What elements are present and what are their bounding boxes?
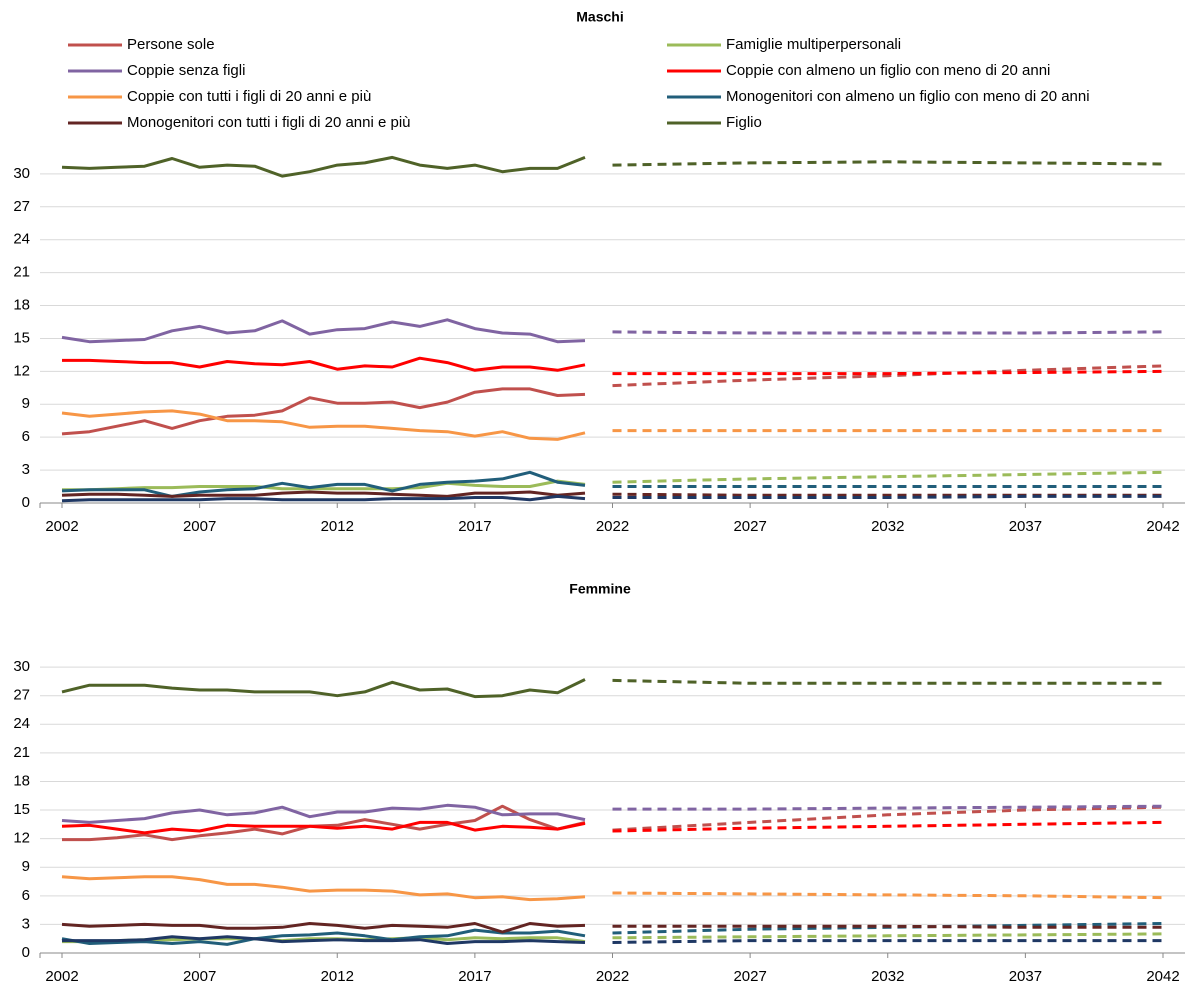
series-line bbox=[61, 875, 586, 902]
y-tick-label: 0 bbox=[22, 944, 30, 961]
x-tick-label: 2007 bbox=[183, 518, 216, 535]
y-tick-label: 21 bbox=[13, 744, 30, 761]
y-tick-label: 6 bbox=[22, 428, 30, 445]
projection-line bbox=[612, 160, 1164, 167]
y-tick-label: 3 bbox=[22, 461, 30, 478]
x-tick-label: 2007 bbox=[183, 968, 216, 985]
projection-line bbox=[612, 804, 1164, 811]
x-tick-label: 2042 bbox=[1146, 968, 1179, 985]
projection-line bbox=[612, 470, 1164, 484]
x-tick-label: 2012 bbox=[321, 518, 354, 535]
x-tick-label: 2022 bbox=[596, 518, 629, 535]
legend-label: Monogenitori con tutti i figli di 20 ann… bbox=[127, 114, 411, 131]
series-line bbox=[62, 356, 586, 372]
x-tick-label: 2037 bbox=[1009, 968, 1042, 985]
chart-title: Maschi bbox=[576, 9, 623, 25]
x-tick-label: 2017 bbox=[458, 968, 491, 985]
projection-line bbox=[612, 330, 1164, 335]
legend-label: Monogenitori con almeno un figlio con me… bbox=[726, 88, 1090, 105]
legend-label: Famiglie multiperpersonali bbox=[726, 36, 901, 53]
projection-line bbox=[612, 678, 1163, 685]
y-tick-label: 12 bbox=[13, 830, 30, 847]
series-line bbox=[61, 922, 586, 934]
x-tick-label: 2027 bbox=[733, 968, 766, 985]
series-line bbox=[61, 318, 586, 344]
projection-line bbox=[612, 939, 1163, 944]
x-tick-label: 2027 bbox=[733, 518, 766, 535]
y-tick-label: 21 bbox=[13, 264, 30, 281]
y-tick-label: 12 bbox=[13, 362, 30, 379]
series-line bbox=[62, 935, 586, 945]
y-tick-label: 18 bbox=[13, 772, 30, 789]
y-tick-label: 3 bbox=[22, 915, 30, 932]
y-tick-label: 9 bbox=[22, 858, 30, 875]
projection-line bbox=[612, 805, 1164, 832]
x-tick-label: 2002 bbox=[45, 518, 78, 535]
series-line bbox=[62, 479, 586, 492]
projection-line bbox=[612, 364, 1164, 388]
y-tick-label: 24 bbox=[13, 715, 30, 732]
series-line bbox=[61, 803, 586, 824]
y-tick-label: 15 bbox=[13, 329, 30, 346]
x-tick-label: 2012 bbox=[321, 968, 354, 985]
y-tick-label: 15 bbox=[13, 801, 30, 818]
series-line bbox=[61, 494, 586, 503]
x-tick-label: 2032 bbox=[871, 968, 904, 985]
series-line bbox=[62, 804, 586, 842]
chart-title: Femmine bbox=[569, 581, 631, 597]
y-tick-label: 18 bbox=[13, 297, 30, 314]
series-line bbox=[61, 820, 586, 835]
projection-line bbox=[612, 820, 1164, 833]
legend-label: Figlio bbox=[726, 114, 762, 131]
series-line bbox=[61, 387, 586, 436]
x-tick-label: 2017 bbox=[458, 518, 491, 535]
projection-line bbox=[612, 924, 1163, 929]
y-tick-label: 27 bbox=[13, 198, 30, 215]
series-line bbox=[61, 409, 586, 441]
series-line bbox=[61, 155, 586, 178]
legend-label: Coppie con almeno un figlio con meno di … bbox=[726, 62, 1050, 79]
series-line bbox=[61, 678, 586, 699]
x-tick-label: 2042 bbox=[1146, 518, 1179, 535]
legend-label: Coppie con tutti i figli di 20 anni e pi… bbox=[127, 88, 371, 105]
y-tick-label: 24 bbox=[13, 231, 30, 248]
projection-line bbox=[612, 891, 1164, 900]
y-tick-label: 0 bbox=[22, 494, 30, 511]
x-tick-label: 2032 bbox=[871, 518, 904, 535]
legend-label: Coppie senza figli bbox=[127, 62, 245, 79]
projection-line bbox=[612, 369, 1164, 376]
y-tick-label: 30 bbox=[13, 658, 30, 675]
x-tick-label: 2002 bbox=[45, 968, 78, 985]
series-line bbox=[61, 928, 586, 946]
series-line bbox=[61, 470, 586, 498]
projection-line bbox=[612, 494, 1163, 499]
series-line bbox=[61, 490, 586, 498]
y-tick-label: 6 bbox=[22, 887, 30, 904]
y-tick-label: 30 bbox=[13, 165, 30, 182]
y-tick-label: 9 bbox=[22, 395, 30, 412]
legend-label: Persone sole bbox=[127, 36, 215, 53]
projection-line bbox=[612, 932, 1164, 940]
x-tick-label: 2037 bbox=[1009, 518, 1042, 535]
y-tick-label: 27 bbox=[13, 687, 30, 704]
x-tick-label: 2022 bbox=[596, 968, 629, 985]
